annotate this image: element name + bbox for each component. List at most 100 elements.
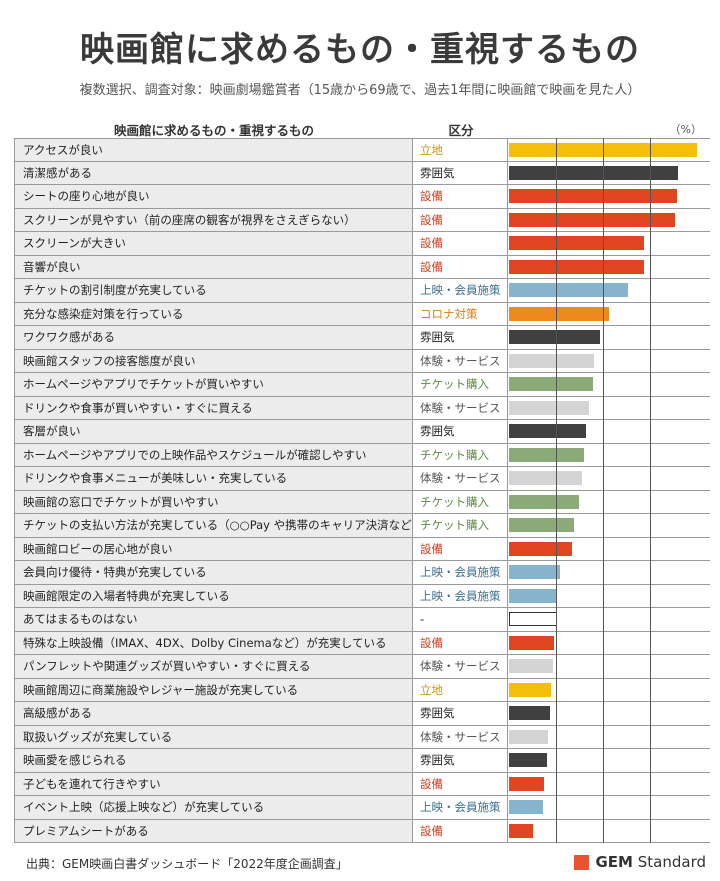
table-row: ホームページやアプリでの上映作品やスケジュールが確認しやすい チケット購入 (14, 443, 710, 467)
logo-text-rest: Standard (632, 853, 706, 871)
row-category-label: 体験・サービス (413, 655, 508, 678)
bar (509, 776, 544, 791)
gem-standard-logo: GEM Standard (574, 852, 706, 872)
bar (509, 424, 586, 438)
bar (509, 165, 678, 180)
bar (509, 471, 583, 485)
table-row: 子どもを連れて行きやすい 設備 (14, 772, 710, 796)
row-category-label: 立地 (413, 678, 508, 701)
table-row: チケットの割引制度が充実している 上映・会員施策 (14, 279, 710, 303)
row-item-label: パンフレットや関連グッズが買いやすい・すぐに買える (14, 655, 413, 678)
row-item-label: ワクワク感がある (14, 326, 413, 349)
table-row: 取扱いグッズが充実している 体験・サービス (14, 725, 710, 749)
row-item-label: 映画館スタッフの接客態度が良い (14, 349, 413, 372)
bar (509, 541, 573, 556)
row-category-label: 雰囲気 (413, 161, 508, 184)
bar (509, 400, 590, 415)
bar (509, 283, 629, 297)
row-category-label: 雰囲気 (413, 420, 508, 443)
row-category-label: 設備 (413, 255, 508, 278)
row-item-label: チケットの支払い方法が充実している（○○Pay や携帯のキャリア決済など） (14, 514, 413, 537)
row-category-label: 設備 (413, 208, 508, 231)
table-row: ドリンクや食事メニューが美味しい・充実している 体験・サービス (14, 467, 710, 491)
bar (509, 565, 561, 579)
bar (509, 706, 551, 720)
row-item-label: 映画館ロビーの居心地が良い (14, 537, 413, 560)
chart-rows: アクセスが良い 立地 清潔感がある 雰囲気 シートの座り心地が良い 設備 スクリーンが見やす… (14, 138, 710, 843)
row-category-label: 雰囲気 (413, 749, 508, 772)
row-category-label: 設備 (413, 631, 508, 654)
table-row: プレミアムシートがある 設備 (14, 819, 710, 843)
page-title: 映画館に求めるもの・重視するもの (80, 30, 640, 70)
row-item-label: シートの座り心地が良い (14, 185, 413, 208)
row-category-label: 雰囲気 (413, 702, 508, 725)
page-subtitle: 複数選択、調査対象：映画劇場鑑賞者（15歳から69歳で、過去1年間に映画館で映画… (79, 83, 641, 98)
table-row: ドリンクや食事が買いやすい・すぐに買える 体験・サービス (14, 396, 710, 420)
row-item-label: プレミアムシートがある (14, 819, 413, 842)
row-category-label: 上映・会員施策 (413, 561, 508, 584)
bar (509, 635, 555, 650)
row-category-label: 設備 (413, 232, 508, 255)
bar (509, 212, 676, 227)
bar (509, 800, 543, 814)
bar (509, 612, 557, 626)
column-header-item: 映画館に求めるもの・重視するもの (113, 123, 314, 138)
row-item-label: 会員向け優待・特典が充実している (14, 561, 413, 584)
row-item-label: 取扱いグッズが充実している (14, 725, 413, 748)
bar (509, 729, 548, 744)
row-category-label: - (413, 608, 508, 631)
unit-label: （%） (669, 123, 702, 136)
row-category-label: 体験・サービス (413, 467, 508, 490)
bar (509, 330, 601, 344)
row-category-label: 上映・会員施策 (413, 584, 508, 607)
table-row: あてはまるものはない - (14, 608, 710, 632)
table-row: シートの座り心地が良い 設備 (14, 185, 710, 209)
table-row: 充分な感染症対策を行っている コロナ対策 (14, 302, 710, 326)
row-item-label: チケットの割引制度が充実している (14, 279, 413, 302)
bar (509, 518, 575, 532)
row-item-label: スクリーンが大きい (14, 232, 413, 255)
table-row: イベント上映（応援上映など）が充実している 上映・会員施策 (14, 796, 710, 820)
table-row: スクリーンが見やすい（前の座席の観客が視界をさえぎらない） 設備 (14, 208, 710, 232)
row-item-label: ドリンクや食事が買いやすい・すぐに買える (14, 396, 413, 419)
row-item-label: 高級感がある (14, 702, 413, 725)
row-category-label: 上映・会員施策 (413, 796, 508, 819)
table-row: 映画愛を感じられる 雰囲気 (14, 749, 710, 773)
table-row: ワクワク感がある 雰囲気 (14, 326, 710, 350)
row-category-label: 体験・サービス (413, 349, 508, 372)
table-row: 映画館周辺に商業施設やレジャー施設が充実している 立地 (14, 678, 710, 702)
table-row: 映画館スタッフの接客態度が良い 体験・サービス (14, 349, 710, 373)
bar (509, 377, 593, 391)
table-row: 高級感がある 雰囲気 (14, 702, 710, 726)
bar (509, 682, 552, 697)
row-category-label: チケット購入 (413, 373, 508, 396)
row-item-label: ホームページやアプリでチケットが買いやすい (14, 373, 413, 396)
row-item-label: ドリンクや食事メニューが美味しい・充実している (14, 467, 413, 490)
row-item-label: 映画館限定の入場者特典が充実している (14, 584, 413, 607)
row-item-label: 映画館周辺に商業施設やレジャー施設が充実している (14, 678, 413, 701)
table-row: ホームページやアプリでチケットが買いやすい チケット購入 (14, 373, 710, 397)
chart-table: アクセスが良い 立地 清潔感がある 雰囲気 シートの座り心地が良い 設備 スクリーンが見やす… (14, 138, 710, 843)
table-row: 映画館限定の入場者特典が充実している 上映・会員施策 (14, 584, 710, 608)
bar (509, 189, 678, 203)
table-row: パンフレットや関連グッズが買いやすい・すぐに買える 体験・サービス (14, 655, 710, 679)
table-row: 音響が良い 設備 (14, 255, 710, 279)
row-category-label: 設備 (413, 819, 508, 842)
row-item-label: 清潔感がある (14, 161, 413, 184)
row-category-label: 体験・サービス (413, 396, 508, 419)
bar (509, 259, 645, 274)
table-row: スクリーンが大きい 設備 (14, 232, 710, 256)
row-category-label: チケット購入 (413, 514, 508, 537)
table-row: チケットの支払い方法が充実している（○○Pay や携帯のキャリア決済など） チケッ… (14, 514, 710, 538)
table-row: 映画館の窓口でチケットが買いやすい チケット購入 (14, 490, 710, 514)
row-category-label: 設備 (413, 772, 508, 795)
table-row: 清潔感がある 雰囲気 (14, 161, 710, 185)
row-item-label: イベント上映（応援上映など）が充実している (14, 796, 413, 819)
row-category-label: 立地 (413, 139, 508, 161)
bar (509, 494, 579, 509)
row-item-label: 音響が良い (14, 255, 413, 278)
row-item-label: 客層が良い (14, 420, 413, 443)
row-item-label: ホームページやアプリでの上映作品やスケジュールが確認しやすい (14, 443, 413, 466)
bar (509, 236, 645, 250)
source-note: 出典：GEM映画白書ダッシュボード「2022年度企画調査」 (26, 857, 348, 871)
